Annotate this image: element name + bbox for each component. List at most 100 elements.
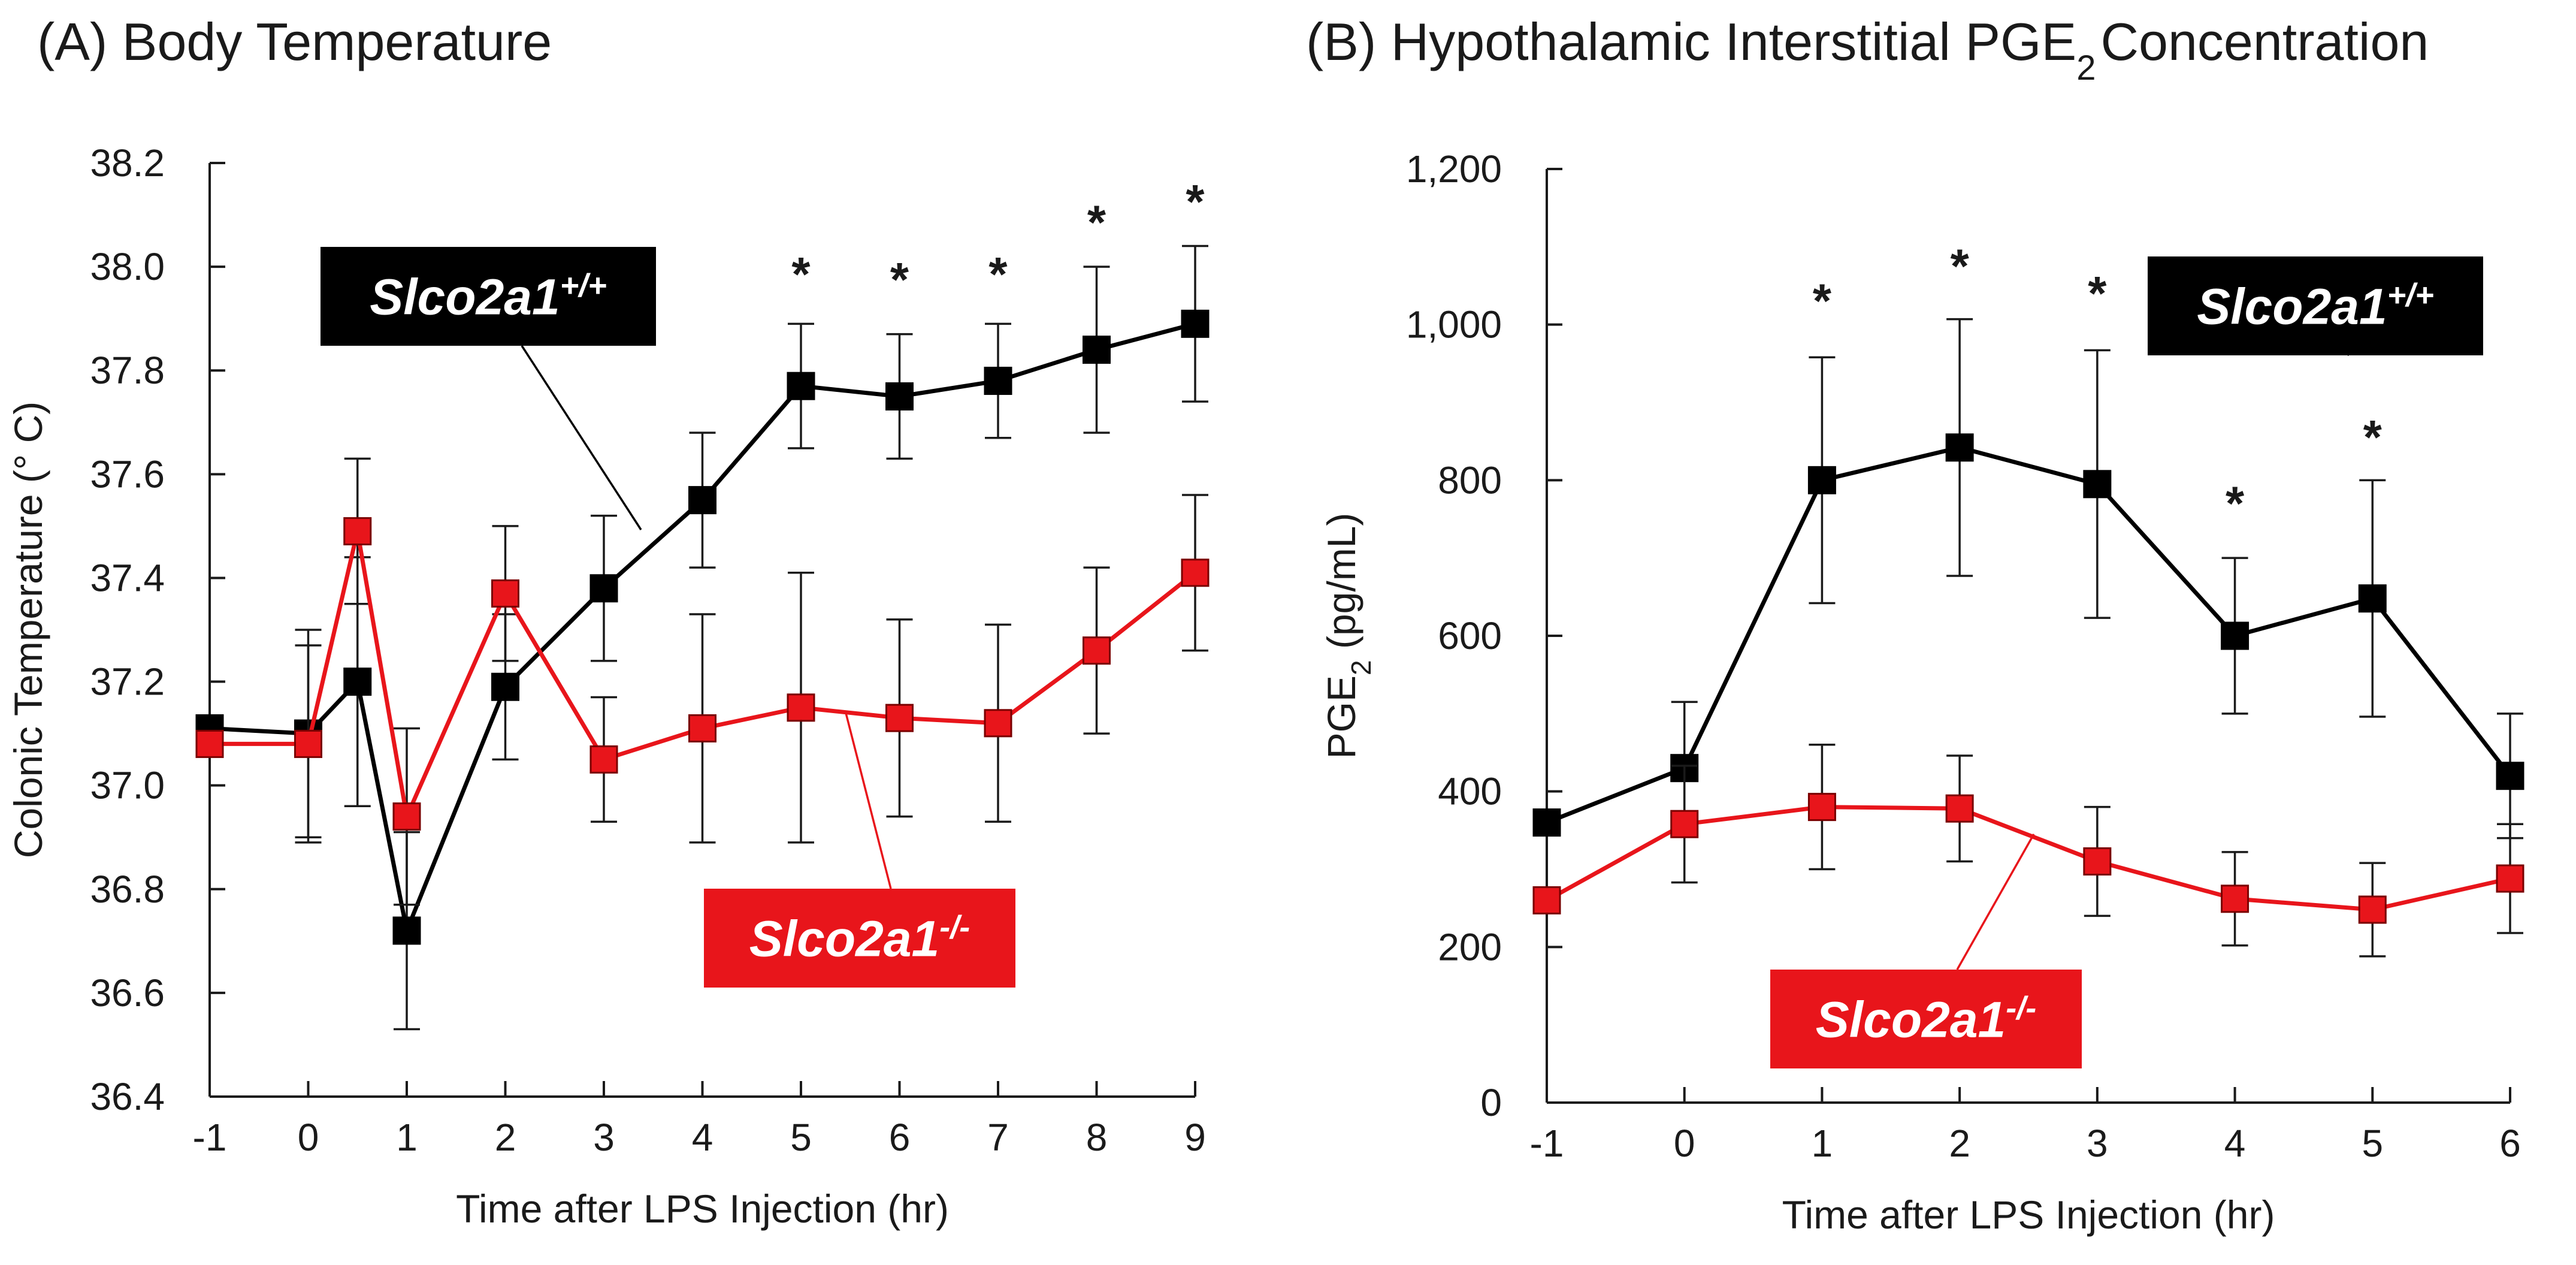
x-tick-label: 1: [396, 1116, 418, 1159]
x-axis-label: Time after LPS Injection (hr): [456, 1186, 949, 1231]
data-point: [343, 517, 372, 546]
legend-box: [1770, 970, 2082, 1068]
data-point: [688, 486, 716, 515]
legend-genotype-superscript: -/-: [2006, 991, 2036, 1027]
data-point: [589, 745, 618, 774]
legend-series-name: Slco2a1: [1816, 992, 2006, 1048]
x-tick-label: 3: [593, 1116, 615, 1159]
panel-b: (B) Hypothalamic Interstitial PGE2Concen…: [1306, 12, 2524, 1237]
data-point: [787, 372, 815, 400]
data-point: [195, 729, 224, 758]
panel-title: (A) Body Temperature: [37, 12, 552, 71]
data-point: [2221, 884, 2250, 913]
series-wildtype: [1532, 318, 2524, 840]
x-tick-label: 4: [2224, 1122, 2246, 1165]
x-tick-label: 1: [1812, 1122, 1833, 1165]
x-tick-label: 5: [790, 1116, 812, 1159]
y-tick-label: 800: [1438, 458, 1502, 502]
x-tick-label: 9: [1184, 1116, 1206, 1159]
data-point: [343, 668, 372, 696]
legend-knockout: Slco2a1-/-: [1770, 834, 2082, 1068]
data-point: [491, 672, 519, 701]
data-point: [2358, 584, 2387, 613]
series-line: [1546, 805, 2511, 912]
data-point: [1670, 810, 1699, 838]
panel-title-subscript: 2: [2076, 49, 2096, 87]
data-point: [2221, 621, 2250, 650]
data-point: [1945, 433, 1974, 462]
data-point: [1945, 794, 1974, 823]
data-point: [1532, 808, 1561, 837]
panel-title-end: Concentration: [2100, 12, 2429, 71]
legend-label: Slco2a1+/+: [2197, 277, 2434, 335]
y-tick-label: 38.2: [90, 141, 165, 185]
x-tick-label: 2: [1949, 1122, 1970, 1165]
legend-series-name: Slco2a1: [370, 269, 560, 325]
significance-star: *: [1186, 175, 1205, 228]
legend-label: Slco2a1+/+: [370, 268, 607, 325]
data-point: [1807, 793, 1836, 822]
data-point: [688, 714, 716, 742]
legend-leader-line: [845, 712, 892, 889]
data-point: [2496, 762, 2524, 790]
legend-label: Slco2a1-/-: [749, 910, 970, 967]
legend-series-name: Slco2a1: [2197, 279, 2387, 335]
legend-wildtype: Slco2a1+/+: [2148, 256, 2483, 357]
data-point: [1083, 336, 1111, 364]
y-tick-label: 36.8: [90, 868, 165, 911]
x-tick-label: -1: [1530, 1122, 1564, 1165]
legend-genotype-superscript: +/+: [560, 268, 607, 304]
legend-leader-line: [1956, 834, 2035, 970]
y-axis-label-subscript: 2: [1346, 660, 1377, 675]
legend-knockout: Slco2a1-/-: [704, 712, 1015, 988]
significance-star: *: [791, 247, 811, 301]
legend-genotype-superscript: +/+: [2387, 277, 2434, 313]
x-tick-label: 6: [2499, 1122, 2521, 1165]
significance-star: *: [1087, 196, 1106, 249]
y-tick-label: 400: [1438, 770, 1502, 813]
data-point: [1083, 636, 1111, 665]
x-tick-label: 5: [2362, 1122, 2383, 1165]
legend-box: [2148, 256, 2483, 355]
y-axis-label-end: (pg/mL): [1319, 513, 1363, 660]
data-point: [294, 729, 322, 758]
data-point: [491, 579, 519, 608]
legend-box: [321, 247, 656, 346]
significance-star: *: [988, 247, 1008, 301]
legend-box: [704, 889, 1015, 988]
series-knockout: [1532, 744, 2524, 958]
x-tick-label: 4: [692, 1116, 713, 1159]
legend-label: Slco2a1-/-: [1816, 991, 2037, 1048]
data-point: [984, 709, 1012, 738]
data-point: [2083, 847, 2112, 876]
data-point: [984, 367, 1012, 395]
series-wildtype: [195, 244, 1210, 1031]
series-knockout: [195, 457, 1210, 906]
x-tick-label: 6: [889, 1116, 911, 1159]
data-point: [589, 574, 618, 603]
data-point: [2358, 895, 2387, 924]
y-tick-label: 600: [1438, 614, 1502, 657]
significance-star: *: [890, 253, 909, 306]
y-tick-label: 37.4: [90, 556, 165, 599]
x-axis-label: Time after LPS Injection (hr): [1782, 1192, 2275, 1237]
y-tick-label: 37.2: [90, 660, 165, 704]
y-tick-label: 37.0: [90, 764, 165, 807]
y-axis-label: PGE2 (pg/mL): [1319, 513, 1377, 759]
series-line: [1546, 445, 2512, 825]
y-tick-label: 36.6: [90, 971, 165, 1015]
y-axis-label: Colonic Temperature (° C): [6, 401, 50, 858]
y-tick-label: 200: [1438, 925, 1502, 968]
legend-series-name: Slco2a1: [749, 911, 940, 967]
data-point: [1807, 466, 1836, 494]
data-point: [2083, 470, 2112, 499]
x-tick-label: -1: [193, 1116, 227, 1159]
data-point: [2496, 864, 2524, 893]
data-point: [1181, 558, 1210, 587]
y-axis-label-text: Colonic Temperature (° C): [6, 401, 50, 858]
significance-star: *: [2088, 267, 2107, 320]
y-tick-label: 37.8: [90, 349, 165, 392]
y-tick-label: 37.6: [90, 452, 165, 496]
significance-star: *: [1813, 274, 1832, 328]
